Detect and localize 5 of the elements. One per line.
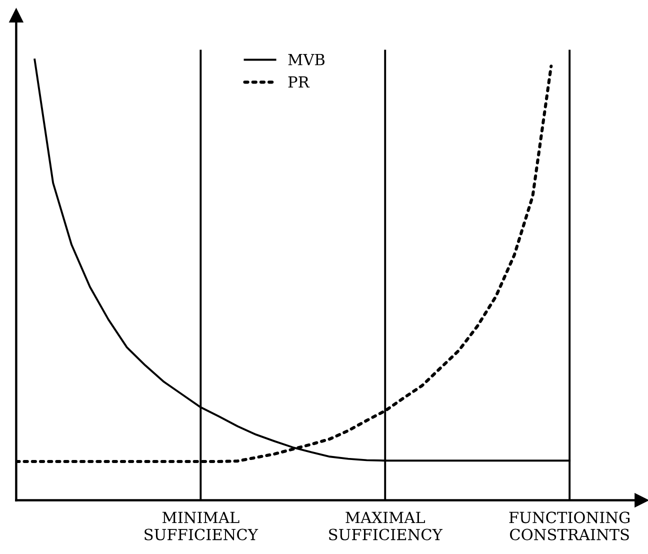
x-tick-label: MINIMAL SUFFICIENCY: [144, 512, 258, 540]
x-tick-label: MAXIMAL SUFFICIENCY: [329, 512, 443, 540]
legend-label: MVB: [288, 54, 324, 66]
legend-label: PR: [288, 76, 310, 88]
x-tick-label: FUNCTIONING CONSTRAINTS: [509, 512, 630, 540]
